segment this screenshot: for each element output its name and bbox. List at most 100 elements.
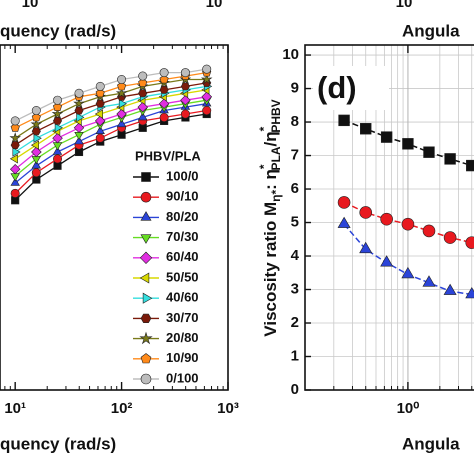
marker — [138, 78, 148, 87]
marker — [31, 106, 41, 116]
marker — [443, 283, 457, 295]
marker — [380, 255, 394, 267]
marker — [73, 97, 85, 109]
marker — [12, 147, 21, 157]
legend-label: 70/30 — [166, 229, 199, 244]
marker — [141, 172, 151, 182]
marker — [140, 373, 152, 385]
top-tick-label: 10 — [206, 0, 223, 11]
marker — [95, 125, 105, 134]
marker — [338, 114, 350, 127]
y-axis-label-part: PLA — [269, 146, 283, 170]
x-axis-label: Angula — [402, 434, 460, 453]
top-tick-label: 10 — [22, 0, 39, 11]
y-axis-label-part: * — [257, 126, 271, 131]
marker — [180, 68, 190, 78]
marker — [10, 123, 20, 132]
plot-frame — [304, 44, 474, 391]
x-axis-label: quency (rad/s) — [0, 434, 116, 453]
legend-label: 0/100 — [166, 370, 199, 385]
series-line — [14, 99, 207, 177]
marker — [117, 81, 127, 91]
marker — [73, 122, 85, 134]
marker — [53, 95, 63, 105]
marker — [140, 211, 152, 221]
marker — [337, 216, 351, 228]
marker — [9, 154, 18, 164]
marker — [52, 102, 63, 111]
marker — [401, 266, 415, 279]
y-tick-label: 2 — [291, 314, 299, 331]
top-axis-label: quency (rad/s) — [0, 21, 116, 40]
marker — [359, 206, 373, 219]
marker — [94, 115, 106, 127]
y-tick-label: 3 — [291, 280, 299, 297]
y-tick-label: 0 — [291, 381, 299, 398]
marker — [359, 241, 373, 254]
marker — [137, 111, 148, 121]
marker — [95, 81, 105, 91]
marker — [116, 108, 127, 120]
marker — [159, 68, 169, 78]
marker — [423, 146, 435, 158]
y-axis-label-part: Viscosity ratio M — [261, 202, 280, 337]
marker — [95, 88, 105, 98]
marker — [74, 136, 84, 145]
y-axis-label: Viscosity ratio Mη*: η*PLA/η*PHBV — [257, 99, 283, 336]
legend-label: 40/60 — [166, 290, 199, 305]
marker — [74, 88, 84, 98]
legend-label: 90/10 — [166, 189, 199, 204]
y-tick-label: 7 — [291, 147, 299, 164]
y-tick-label: 4 — [291, 247, 300, 264]
marker — [422, 275, 436, 287]
marker — [140, 191, 152, 203]
marker — [140, 234, 152, 244]
series-group — [337, 114, 474, 299]
series-line — [14, 85, 207, 153]
panel-label-box — [313, 66, 389, 110]
y-tick-label: 9 — [291, 80, 299, 97]
y-tick-label: 10 — [282, 46, 299, 63]
marker — [54, 123, 64, 133]
marker — [180, 109, 190, 119]
marker — [466, 159, 474, 172]
marker — [380, 131, 393, 143]
legend-label: 60/40 — [166, 249, 199, 264]
marker — [51, 107, 64, 119]
legend-label: 50/50 — [166, 269, 199, 284]
marker — [380, 212, 393, 226]
marker — [10, 188, 20, 198]
marker — [138, 71, 148, 81]
y-axis-label-part: PHBV — [269, 99, 283, 132]
y-tick-label: 1 — [291, 347, 299, 364]
marker — [140, 353, 152, 364]
x-tick-label: 10² — [111, 400, 133, 417]
marker — [52, 132, 63, 144]
series-group — [9, 64, 213, 205]
marker — [94, 109, 103, 119]
marker — [30, 140, 40, 150]
marker — [53, 154, 63, 164]
marker — [444, 153, 456, 165]
marker — [360, 123, 372, 135]
marker — [140, 313, 152, 324]
marker — [31, 168, 41, 178]
y-axis-label-part: * — [257, 164, 271, 169]
series-line — [14, 103, 207, 184]
marker — [10, 177, 20, 186]
panel-label: (d) — [317, 70, 357, 105]
x-tick-label: 10⁰ — [397, 400, 420, 417]
marker — [31, 160, 42, 169]
marker — [9, 163, 21, 175]
legend-label: 20/80 — [166, 330, 199, 345]
marker — [118, 98, 128, 109]
series-line — [14, 89, 207, 160]
y-tick-label: 8 — [291, 113, 299, 130]
legend-label: 30/70 — [166, 310, 199, 325]
series-line — [14, 96, 207, 170]
marker — [115, 87, 128, 99]
marker — [139, 272, 150, 284]
y-tick-label: 5 — [291, 213, 299, 230]
y-tick-label: 6 — [291, 180, 299, 197]
